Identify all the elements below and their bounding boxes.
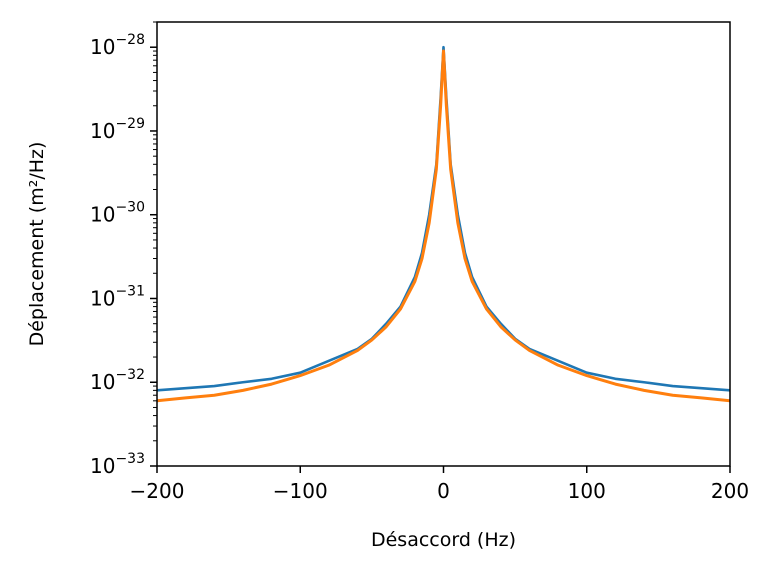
- series-line-noisy-measurement: [157, 45, 730, 392]
- x-tick-label: 100: [568, 479, 606, 503]
- series-layer: [157, 45, 730, 403]
- series-line-fit: [157, 49, 730, 403]
- y-tick-label: 10−31: [90, 283, 145, 310]
- plot-frame: [156, 21, 731, 467]
- y-tick-label: 10−30: [90, 200, 145, 227]
- y-tick-label: 10−28: [90, 32, 145, 59]
- y-tick-label: 10−32: [90, 367, 145, 394]
- y-tick-label: 10−29: [90, 116, 145, 143]
- y-axis-label: Déplacement (m²/Hz): [26, 142, 48, 347]
- x-tick-label: −100: [273, 479, 328, 503]
- x-tick-label: −200: [130, 479, 185, 503]
- x-axis-label: Désaccord (Hz): [371, 529, 516, 551]
- x-tick-label: 200: [711, 479, 749, 503]
- y-tick-label: 10−33: [90, 451, 145, 478]
- ticks-layer: −200 −100 0 100 200 10−33 10−32 10−31 10−30 10−29…: [90, 21, 749, 503]
- x-tick-label: 0: [437, 479, 450, 503]
